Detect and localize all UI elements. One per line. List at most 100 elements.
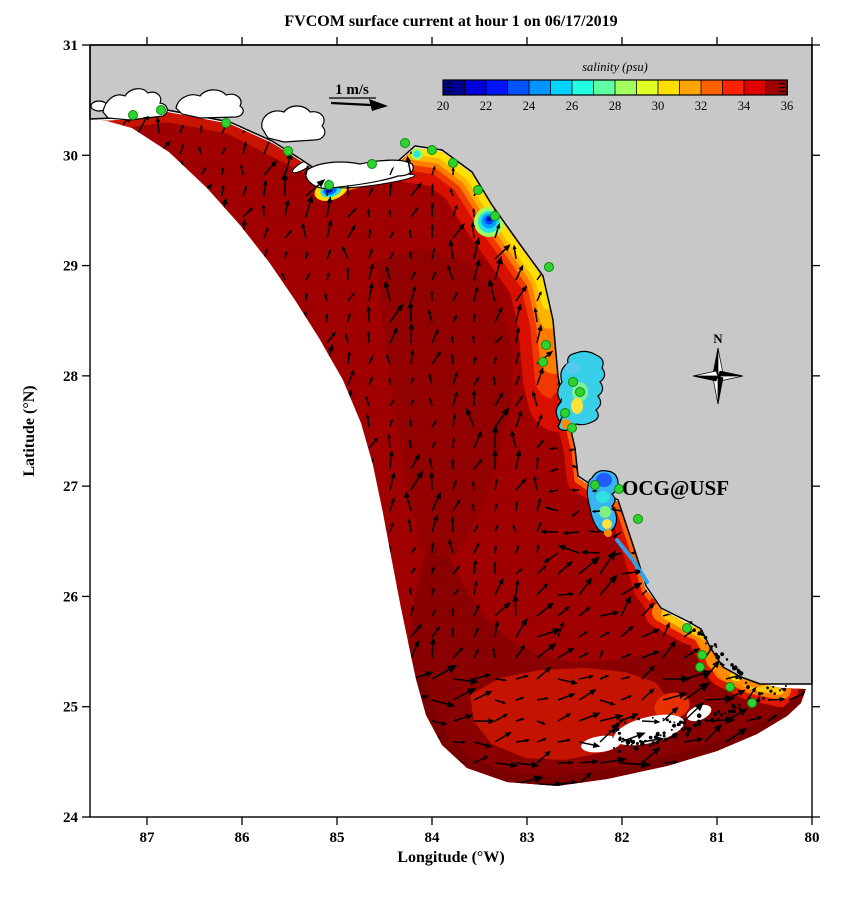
current-arrow xyxy=(704,694,736,704)
current-arrow xyxy=(557,647,575,659)
current-arrow xyxy=(326,760,344,765)
current-arrow xyxy=(430,290,434,302)
current-arrow xyxy=(101,738,114,744)
current-arrow xyxy=(683,682,711,701)
scale-arrow-head xyxy=(369,99,388,111)
current-arrow xyxy=(158,585,166,596)
current-arrow xyxy=(368,674,382,680)
current-arrow xyxy=(304,292,309,302)
current-arrow xyxy=(430,223,435,239)
estuaries xyxy=(90,88,414,189)
station-dot xyxy=(538,357,548,367)
current-arrow xyxy=(305,644,311,659)
current-arrow xyxy=(452,740,467,745)
current-arrow xyxy=(137,696,155,701)
current-arrow xyxy=(198,564,203,575)
current-arrow xyxy=(199,313,203,323)
current-arrow xyxy=(116,457,120,470)
colorbar-segment xyxy=(528,79,552,96)
current-arrow xyxy=(284,584,297,596)
current-arrow xyxy=(430,636,436,659)
current-arrow xyxy=(389,230,395,239)
station-dots xyxy=(128,105,757,708)
current-arrow xyxy=(683,648,700,659)
current-arrow xyxy=(116,335,121,344)
current-arrow xyxy=(240,428,246,449)
current-arrow xyxy=(389,326,398,344)
current-arrow xyxy=(133,580,139,596)
current-arrow xyxy=(515,395,523,407)
current-arrow xyxy=(473,604,480,617)
current-arrow xyxy=(389,303,404,323)
current-arrow xyxy=(137,450,146,470)
current-arrow xyxy=(641,628,661,638)
current-arrow xyxy=(132,305,139,323)
current-arrow xyxy=(431,783,446,786)
current-arrow xyxy=(386,354,391,365)
current-arrow xyxy=(158,248,163,260)
station-dot xyxy=(324,180,334,190)
current-arrow xyxy=(304,439,309,449)
current-arrow xyxy=(305,250,309,260)
current-arrow xyxy=(431,491,442,512)
current-arrow xyxy=(368,186,373,197)
current-arrow xyxy=(242,140,248,155)
current-arrow xyxy=(137,356,142,365)
current-arrow xyxy=(305,194,314,218)
current-arrow xyxy=(137,647,143,659)
current-arrow xyxy=(431,586,435,596)
current-arrow xyxy=(494,761,519,769)
x-tick-label: 81 xyxy=(710,830,725,846)
current-arrow xyxy=(178,435,183,449)
current-arrow xyxy=(473,648,479,659)
current-arrow xyxy=(347,715,377,724)
current-arrow xyxy=(578,577,593,596)
current-arrow xyxy=(137,564,144,575)
current-arrow xyxy=(536,497,542,512)
current-arrow xyxy=(134,227,139,239)
current-arrow xyxy=(410,717,425,722)
current-arrow xyxy=(473,524,479,533)
current-arrow xyxy=(641,736,665,743)
x-tick-label: 85 xyxy=(330,830,345,846)
current-arrow xyxy=(179,290,187,302)
current-arrow xyxy=(427,309,433,323)
current-arrow xyxy=(448,538,454,554)
colorbar-tick-label: 28 xyxy=(609,99,622,113)
current-arrow xyxy=(215,368,223,386)
current-arrow xyxy=(405,155,412,176)
current-arrow xyxy=(536,666,552,680)
current-arrow xyxy=(410,470,424,491)
current-arrow xyxy=(305,627,314,638)
current-arrow xyxy=(197,415,202,428)
current-arrow xyxy=(101,220,102,228)
current-arrow xyxy=(221,482,226,491)
current-arrow xyxy=(158,639,164,659)
current-arrow xyxy=(471,480,475,491)
current-arrow xyxy=(284,499,289,512)
current-arrow xyxy=(101,516,111,533)
current-arrow xyxy=(284,714,295,722)
current-arrow xyxy=(389,778,412,785)
current-arrow xyxy=(115,518,119,533)
current-arrow xyxy=(347,482,352,491)
current-arrow xyxy=(177,601,182,617)
axis-tick-labels: 87 86 85 84 83 82 81 80 31 30 29 28 27 26 25 24 xyxy=(63,38,820,846)
current-arrow xyxy=(450,516,455,533)
current-arrow xyxy=(284,373,290,386)
current-arrow xyxy=(571,510,580,517)
current-arrow xyxy=(239,164,244,176)
current-arrow xyxy=(471,502,475,512)
current-arrow xyxy=(221,336,228,344)
current-arrow xyxy=(599,713,624,722)
current-arrow xyxy=(431,247,436,260)
current-arrow xyxy=(725,689,746,701)
station-dot xyxy=(283,146,293,156)
current-arrow xyxy=(662,706,679,722)
current-arrow xyxy=(116,762,132,770)
current-arrow xyxy=(281,171,289,197)
current-arrow xyxy=(368,355,374,365)
current-arrow xyxy=(452,781,464,785)
current-arrow xyxy=(389,418,393,428)
current-arrow xyxy=(221,313,225,323)
